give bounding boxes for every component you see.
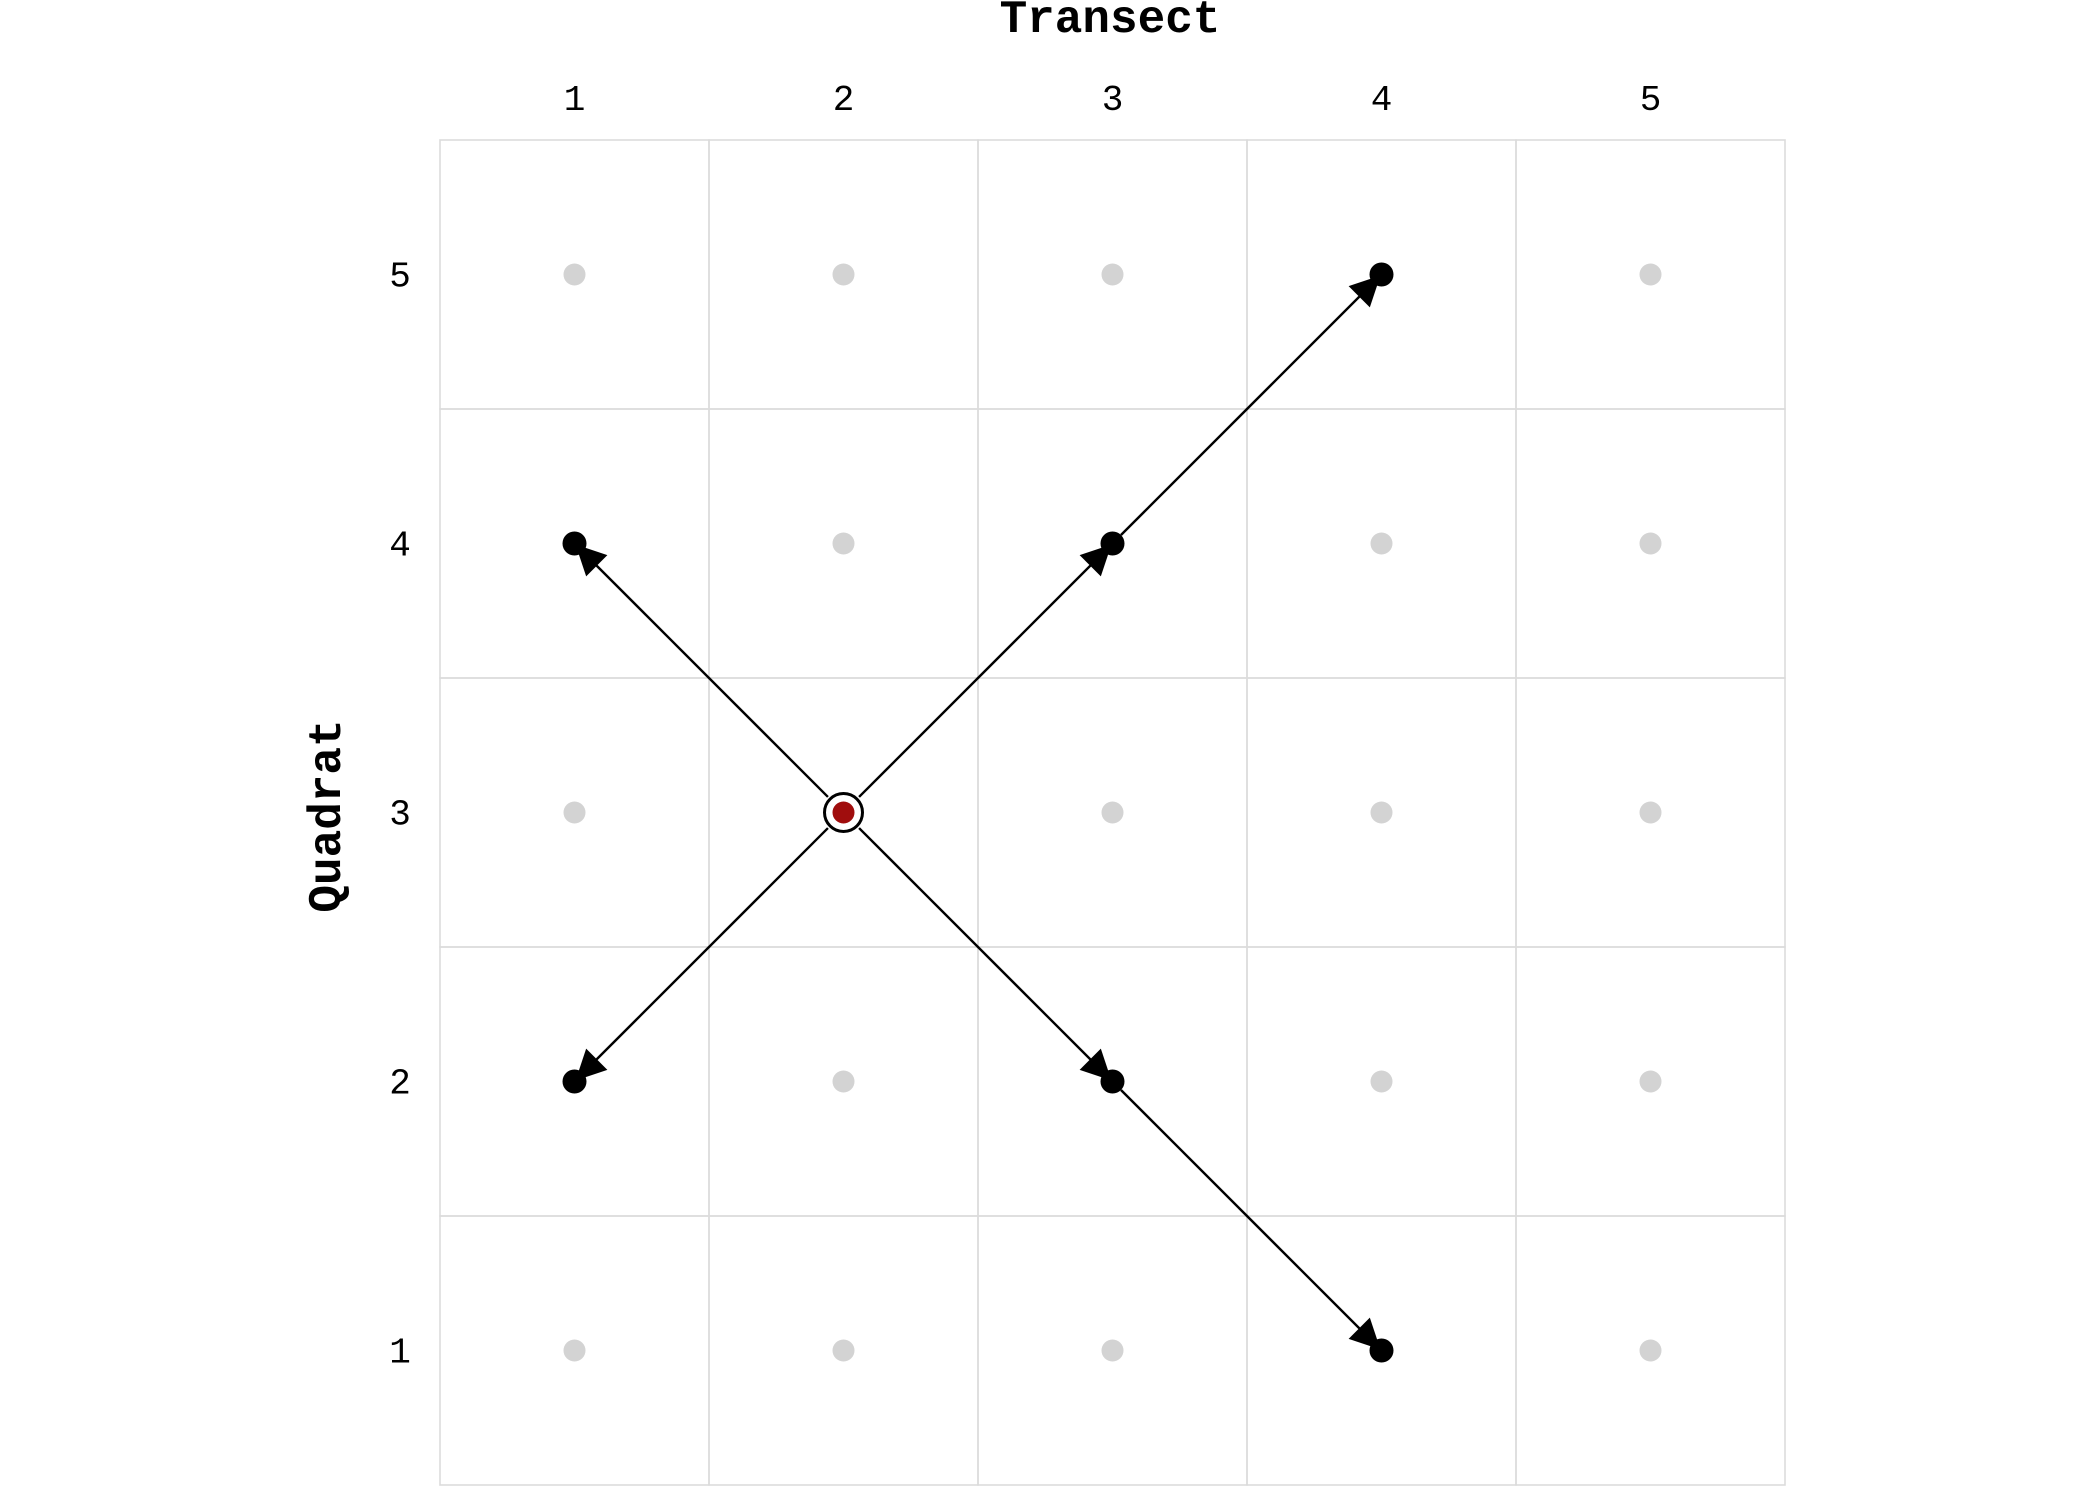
y-tick-label: 4 bbox=[389, 526, 411, 567]
grid-dots bbox=[563, 263, 1662, 1362]
grid-dot bbox=[1101, 263, 1124, 286]
arrow bbox=[575, 827, 829, 1081]
grid-dot bbox=[832, 1070, 855, 1093]
highlighted-dots bbox=[562, 262, 1394, 1363]
grid-cells bbox=[439, 139, 1786, 1486]
grid-dot bbox=[563, 263, 586, 286]
x-tick-label: 5 bbox=[1640, 80, 1662, 121]
grid-dot bbox=[1370, 532, 1393, 555]
highlighted-dot bbox=[562, 531, 587, 556]
arrow bbox=[1120, 275, 1381, 536]
grid-dot bbox=[832, 1339, 855, 1362]
grid-dot bbox=[832, 263, 855, 286]
x-tick-label: 3 bbox=[1102, 80, 1124, 121]
grid-dot bbox=[1639, 263, 1662, 286]
x-axis-ticks: 1 2 3 4 5 bbox=[564, 80, 1662, 121]
grid-dot bbox=[1639, 801, 1662, 824]
y-tick-label: 3 bbox=[389, 795, 411, 836]
grid-dot bbox=[1370, 1070, 1393, 1093]
grid-dot bbox=[563, 801, 586, 824]
y-tick-label: 5 bbox=[389, 257, 411, 298]
arrow bbox=[575, 544, 829, 798]
y-tick-label: 1 bbox=[389, 1333, 411, 1374]
y-tick-label: 2 bbox=[389, 1064, 411, 1105]
grid-dot bbox=[1101, 1339, 1124, 1362]
grid-dot bbox=[1639, 1070, 1662, 1093]
grid-dot bbox=[1639, 532, 1662, 555]
x-tick-label: 4 bbox=[1371, 80, 1393, 121]
highlighted-dot bbox=[562, 1069, 587, 1094]
x-tick-label: 2 bbox=[833, 80, 855, 121]
highlighted-dot bbox=[1369, 262, 1394, 287]
x-axis-title: Transect bbox=[1000, 0, 1221, 46]
grid-dot bbox=[1370, 801, 1393, 824]
origin-dot bbox=[832, 801, 855, 824]
y-axis-ticks: 1 2 3 4 5 bbox=[389, 257, 411, 1374]
y-axis-title: Quadrat bbox=[302, 719, 354, 912]
grid-dot bbox=[563, 1339, 586, 1362]
highlighted-dot bbox=[1100, 531, 1125, 556]
grid-dot bbox=[832, 532, 855, 555]
grid-cell bbox=[1515, 1215, 1786, 1486]
highlighted-dot bbox=[1100, 1069, 1125, 1094]
x-tick-label: 1 bbox=[564, 80, 586, 121]
arrow bbox=[1120, 1089, 1381, 1350]
origin-marker bbox=[823, 792, 864, 833]
arrows bbox=[575, 275, 1381, 1350]
grid-dot bbox=[1101, 801, 1124, 824]
highlighted-dot bbox=[1369, 1338, 1394, 1363]
arrow bbox=[858, 544, 1112, 798]
grid-dot bbox=[1639, 1339, 1662, 1362]
arrow bbox=[858, 827, 1112, 1081]
